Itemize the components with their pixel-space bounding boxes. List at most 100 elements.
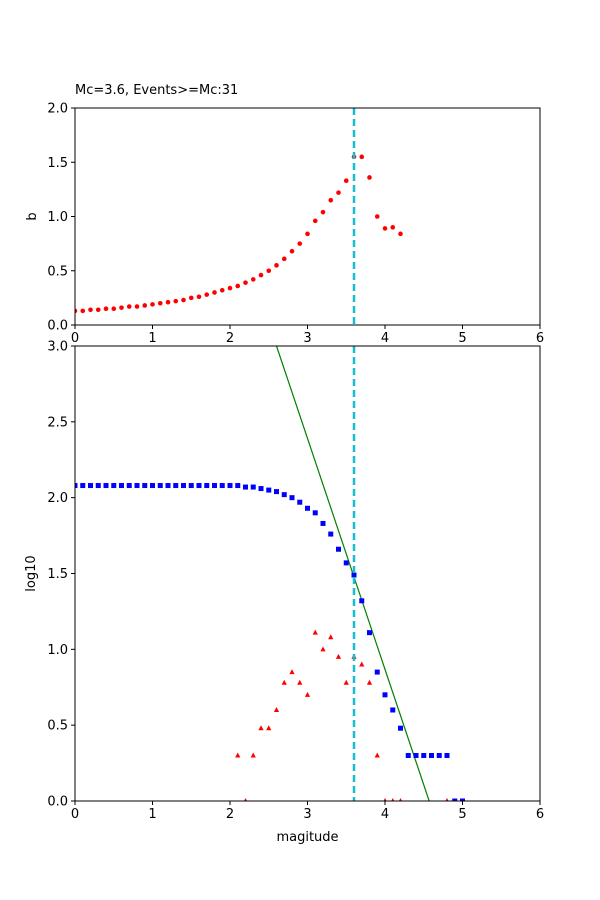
b-series-0-point [243, 280, 248, 285]
fm-panel-x-ticks: 0 1 2 3 4 5 6 [71, 801, 544, 822]
b-series-0-point [219, 287, 225, 293]
b-series-0-point [367, 175, 372, 180]
fm-series-0-point [204, 483, 210, 489]
fm-series-1-point [366, 679, 373, 685]
b-series-0-point [235, 283, 241, 289]
fm-series-0-point [212, 483, 217, 489]
b-y-tick-label: 2.0 [47, 102, 68, 117]
b-series-0-point [88, 307, 93, 313]
b-x-tick-label: 1 [148, 331, 156, 346]
fm-y-tick-label: 1.5 [47, 567, 68, 582]
b-series-0-point [390, 225, 396, 230]
fm-series-0-point [444, 753, 450, 758]
fm-series-0-point [421, 753, 427, 758]
fm-y-tick-label: 2.5 [47, 415, 68, 430]
b-panel-x-ticks: 0 1 2 3 4 5 6 [71, 325, 544, 346]
b-series-0-point [111, 306, 117, 312]
b-series-0-point [312, 218, 318, 224]
frequency-magnitude-panel: 0 1 2 3 4 5 6 0.0 0.5 1.0 1.5 2.0 2.5 3.0 magitude l… [24, 340, 544, 846]
fm-x-tick-label: 5 [458, 807, 466, 822]
fm-series-1-point [258, 725, 264, 731]
b-series-0-point [382, 226, 388, 231]
b-x-tick-label: 0 [71, 331, 79, 346]
fm-series-0-point [227, 483, 233, 489]
fm-series-0-point [336, 546, 341, 552]
b-series-0-point [134, 304, 140, 309]
b-x-tick-label: 2 [226, 331, 234, 346]
fm-series-1-point [266, 725, 272, 731]
b-series-0-point [119, 305, 124, 310]
fm-series-0-point [274, 489, 279, 495]
fm-series-0-point [165, 483, 171, 489]
b-series-0-point [188, 295, 194, 301]
fm-y-tick-label: 1.0 [47, 643, 68, 658]
fm-series-1-point [398, 798, 403, 801]
b-series-0-point [320, 209, 326, 215]
b-series-0-point [142, 303, 148, 308]
fm-series-1-point [359, 661, 365, 667]
b-series-0-point [305, 231, 310, 237]
fm-series-0-point [266, 487, 272, 493]
fm-series-1-point [304, 691, 311, 697]
fm-series-0-point [250, 484, 256, 490]
fm-series-0-point [142, 483, 148, 489]
b-value-marks [75, 108, 403, 325]
fm-y-tick-label: 3.0 [47, 340, 68, 355]
b-panel-title: Mc=3.6, Events>=Mc:31 [75, 83, 238, 98]
b-series-0-point [297, 241, 303, 246]
fm-panel-ylabel: log10 [24, 555, 39, 591]
fm-series-1-point [391, 798, 395, 801]
b-series-0-point [281, 256, 287, 262]
fm-x-tick-label: 2 [226, 807, 234, 822]
fm-series-0-point [436, 753, 442, 758]
b-series-0-point [328, 197, 334, 203]
fm-series-0-point [173, 483, 179, 489]
fm-series-0-point [111, 483, 117, 489]
fm-series-0-point [150, 483, 155, 489]
fm-series-0-point [297, 499, 303, 505]
fm-series-1-point [281, 679, 287, 685]
b-series-0-point [157, 301, 163, 306]
b-series-0-point [204, 292, 210, 297]
b-series-0-point [196, 294, 202, 300]
fm-series-0-point [196, 483, 202, 489]
fm-series-0-point [374, 669, 380, 675]
fm-series-0-point [157, 483, 163, 489]
fm-plot-area [75, 346, 465, 801]
b-series-0-point [266, 268, 272, 274]
b-series-0-point [250, 277, 256, 282]
fm-series-0-point [405, 753, 411, 758]
b-x-tick-label: 5 [458, 331, 466, 346]
fm-series-0-point [413, 753, 419, 758]
fm-series-1-point [289, 669, 295, 675]
b-series-0-point [336, 190, 341, 195]
b-series-0-point [212, 290, 217, 295]
fm-series-0-point [305, 505, 310, 511]
b-series-0-point [227, 285, 233, 291]
b-y-tick-label: 1.5 [47, 156, 68, 171]
fm-series-0-point [134, 483, 140, 489]
fm-series-0-point [320, 520, 326, 526]
fm-x-tick-label: 1 [148, 807, 156, 822]
fm-series-0-point [359, 598, 365, 604]
fm-series-0-point [95, 483, 101, 489]
b-panel-y-ticks: 0.0 0.5 1.0 1.5 2.0 [47, 102, 75, 334]
fm-series-0-point [188, 483, 194, 489]
fm-series-0-point [328, 531, 334, 537]
fm-series-0-point [243, 484, 248, 490]
fm-series-1-point [335, 653, 342, 659]
b-series-0-point [258, 272, 264, 278]
fm-series-0-point [88, 483, 93, 489]
fm-series-1-point [273, 707, 280, 712]
fm-series-1-point [374, 752, 380, 758]
b-x-tick-label: 4 [381, 331, 389, 346]
b-series-0-point [150, 302, 155, 307]
b-y-tick-label: 0.0 [47, 319, 68, 334]
fm-x-tick-label: 4 [381, 807, 389, 822]
b-series-0-point [80, 308, 86, 314]
b-plot-area [75, 108, 403, 325]
b-series-0-point [165, 299, 171, 305]
b-series-0-point [75, 308, 78, 314]
